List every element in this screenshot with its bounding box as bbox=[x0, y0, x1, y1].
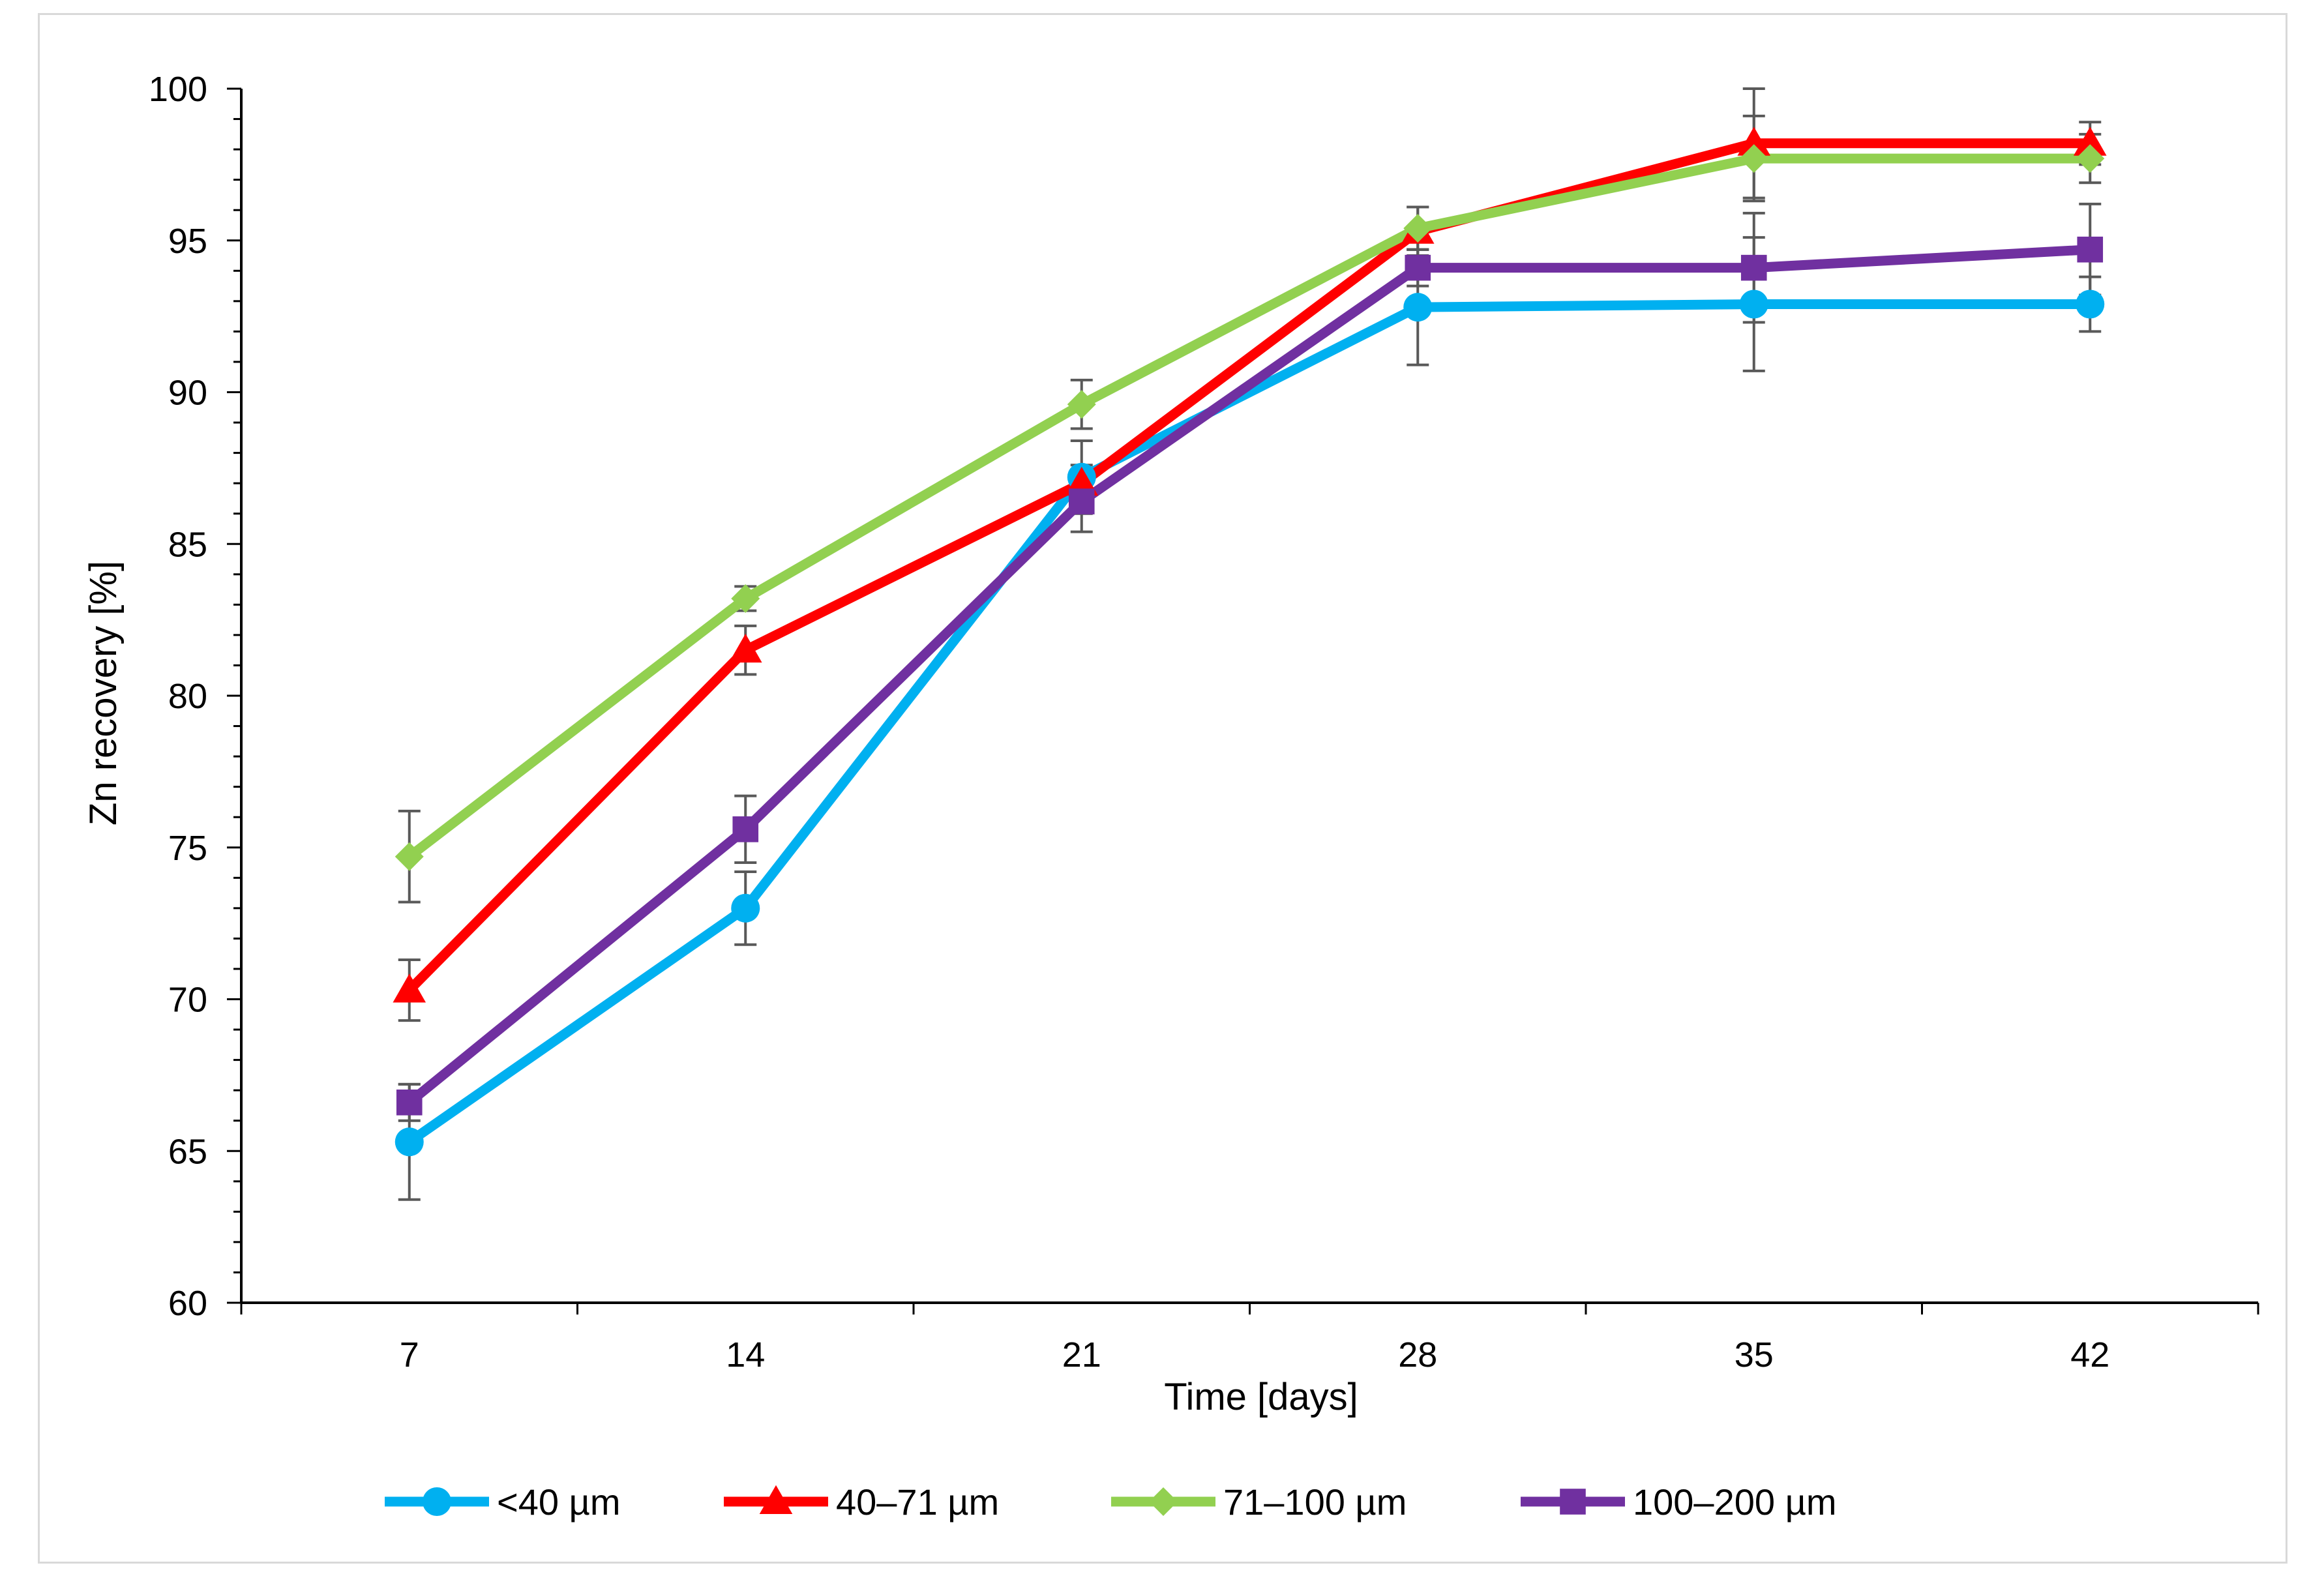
series-markers bbox=[393, 126, 2107, 1157]
y-tick-label: 80 bbox=[168, 677, 207, 716]
series-lines bbox=[406, 138, 2091, 1146]
square-marker bbox=[732, 816, 759, 842]
diamond-marker bbox=[1149, 1487, 1178, 1516]
square-marker bbox=[2077, 236, 2104, 263]
legend-item: 71–100 µm bbox=[1111, 1481, 1407, 1522]
diamond-marker bbox=[731, 584, 760, 614]
legend-item: <40 µm bbox=[385, 1481, 620, 1522]
error-bars bbox=[398, 87, 2102, 1201]
circle-marker bbox=[2076, 290, 2105, 319]
diamond-marker bbox=[1067, 390, 1096, 419]
circle-marker bbox=[1403, 293, 1433, 322]
y-tick-label: 95 bbox=[168, 222, 207, 261]
y-tick-label: 65 bbox=[168, 1132, 207, 1171]
triangle-marker bbox=[759, 1485, 793, 1514]
diamond-marker bbox=[1739, 144, 1768, 173]
diamond-marker bbox=[2076, 144, 2105, 173]
legend-label: 40–71 µm bbox=[836, 1481, 999, 1522]
triangle-marker bbox=[728, 633, 762, 663]
legend: <40 µm 40–71 µm 71–100 µm 100–200 µm bbox=[385, 1481, 1836, 1522]
x-axis-title: Time [days] bbox=[1164, 1376, 1358, 1418]
legend-label: <40 µm bbox=[497, 1481, 620, 1522]
x-tick-label: 7 bbox=[400, 1335, 419, 1374]
diamond-marker bbox=[395, 842, 424, 871]
square-marker bbox=[1740, 254, 1767, 281]
circle-marker bbox=[731, 893, 760, 923]
y-tick-label: 60 bbox=[168, 1284, 207, 1323]
series-line bbox=[406, 299, 2091, 1146]
diamond-marker bbox=[1403, 214, 1433, 243]
triangle-marker bbox=[2073, 126, 2107, 156]
circle-marker bbox=[1739, 290, 1768, 319]
square-marker bbox=[1405, 254, 1431, 281]
legend-label: 100–200 µm bbox=[1633, 1481, 1836, 1522]
legend-item: 100–200 µm bbox=[1521, 1481, 1836, 1522]
y-tick-label: 100 bbox=[149, 70, 207, 109]
circle-marker bbox=[423, 1487, 451, 1516]
triangle-marker bbox=[1065, 466, 1099, 496]
y-tick-label: 75 bbox=[168, 829, 207, 868]
axes: 60 65 70 75 80 85 90 95 100 7 14 21 28 35 42 bbox=[149, 70, 2259, 1374]
legend-item: 40–71 µm bbox=[724, 1481, 999, 1522]
series-line bbox=[406, 138, 2091, 994]
legend-label: 71–100 µm bbox=[1223, 1481, 1407, 1522]
x-tick-label: 28 bbox=[1398, 1335, 1437, 1374]
y-tick-label: 70 bbox=[168, 981, 207, 1020]
x-tick-label: 42 bbox=[2070, 1335, 2109, 1374]
triangle-marker bbox=[1737, 126, 1771, 156]
series-line bbox=[406, 245, 2091, 1106]
x-tick-label: 35 bbox=[1735, 1335, 1774, 1374]
chart-frame bbox=[38, 13, 2287, 1564]
x-tick-label: 21 bbox=[1062, 1335, 1101, 1374]
square-marker bbox=[1068, 488, 1095, 514]
y-tick-label: 85 bbox=[168, 525, 207, 564]
square-marker bbox=[396, 1089, 423, 1116]
y-tick-label: 90 bbox=[168, 374, 207, 413]
triangle-marker bbox=[393, 973, 426, 1003]
circle-marker bbox=[395, 1127, 424, 1157]
x-tick-label: 14 bbox=[726, 1335, 765, 1374]
square-marker bbox=[1560, 1489, 1586, 1515]
series-line bbox=[406, 153, 2091, 861]
y-axis-title: Zn recovery [%] bbox=[82, 561, 125, 825]
